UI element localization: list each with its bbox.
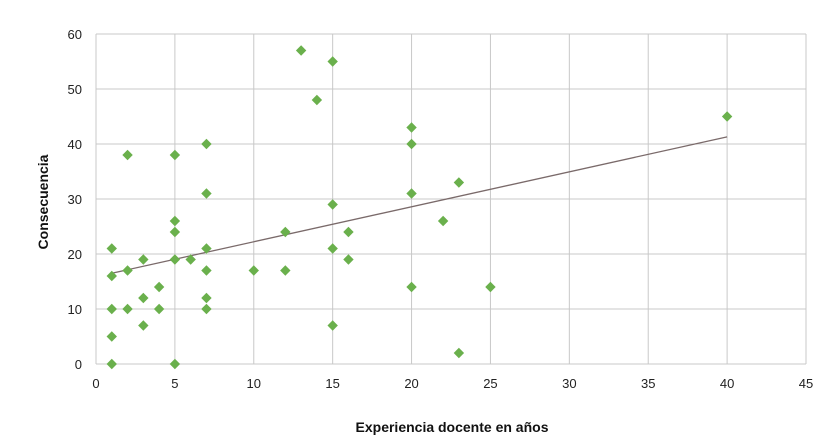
data-point [138,292,149,304]
data-point [280,226,291,238]
data-point [721,111,733,122]
x-tick-label: 0 [92,376,99,391]
data-point [122,265,133,276]
data-point [406,188,417,199]
x-tick-label: 20 [404,376,418,391]
data-point [169,215,181,227]
data-point [201,292,212,304]
data-point [153,281,165,293]
data-point [406,122,417,133]
data-point [327,243,338,254]
data-point [453,177,465,188]
data-point [169,226,181,238]
data-point [343,226,354,238]
data-point [327,56,338,67]
x-tick-label: 30 [562,376,576,391]
data-points [106,45,733,370]
y-axis-ticks: 0 10 20 30 40 50 60 [68,27,82,372]
x-tick-label: 15 [325,376,339,391]
data-point [406,281,417,293]
data-point [169,358,181,370]
data-point [201,188,212,199]
x-tick-label: 40 [720,376,734,391]
data-point [201,138,212,150]
data-point [201,265,212,276]
grid [95,33,807,365]
data-point [169,254,181,265]
data-point [106,270,117,282]
data-point [295,45,307,56]
data-point [138,320,149,331]
data-point [485,281,496,293]
data-point [437,215,449,227]
y-tick-label: 10 [68,302,82,317]
data-point [122,303,133,315]
trendline-group [111,136,728,274]
y-tick-label: 60 [68,27,82,42]
y-axis-label: Consecuencia [35,154,51,249]
x-tick-label: 5 [171,376,178,391]
data-point [185,254,196,265]
data-point [343,254,354,265]
data-point [280,265,291,276]
data-point [311,94,323,106]
data-point [106,243,117,254]
data-point [327,199,338,210]
data-point [122,149,133,161]
data-point [248,265,259,276]
trendline [111,136,728,274]
x-tick-label: 25 [483,376,497,391]
y-tick-label: 0 [75,357,82,372]
y-tick-label: 30 [68,192,82,207]
x-axis-label: Experiencia docente en años [356,419,549,435]
data-point [153,303,165,315]
y-tick-label: 50 [68,82,82,97]
data-point [106,331,117,342]
data-point [201,243,212,254]
data-point [169,149,181,161]
data-point [327,320,338,331]
x-tick-label: 35 [641,376,655,391]
data-point [106,358,117,370]
data-point [453,347,465,359]
data-point [406,138,417,150]
data-point [138,254,149,265]
x-axis-ticks: 0 5 10 15 20 25 30 35 40 45 [92,376,813,391]
data-point [201,303,212,315]
data-point [106,303,117,315]
x-tick-label: 10 [247,376,261,391]
y-tick-label: 20 [68,247,82,262]
x-tick-label: 45 [799,376,813,391]
y-tick-label: 40 [68,137,82,152]
